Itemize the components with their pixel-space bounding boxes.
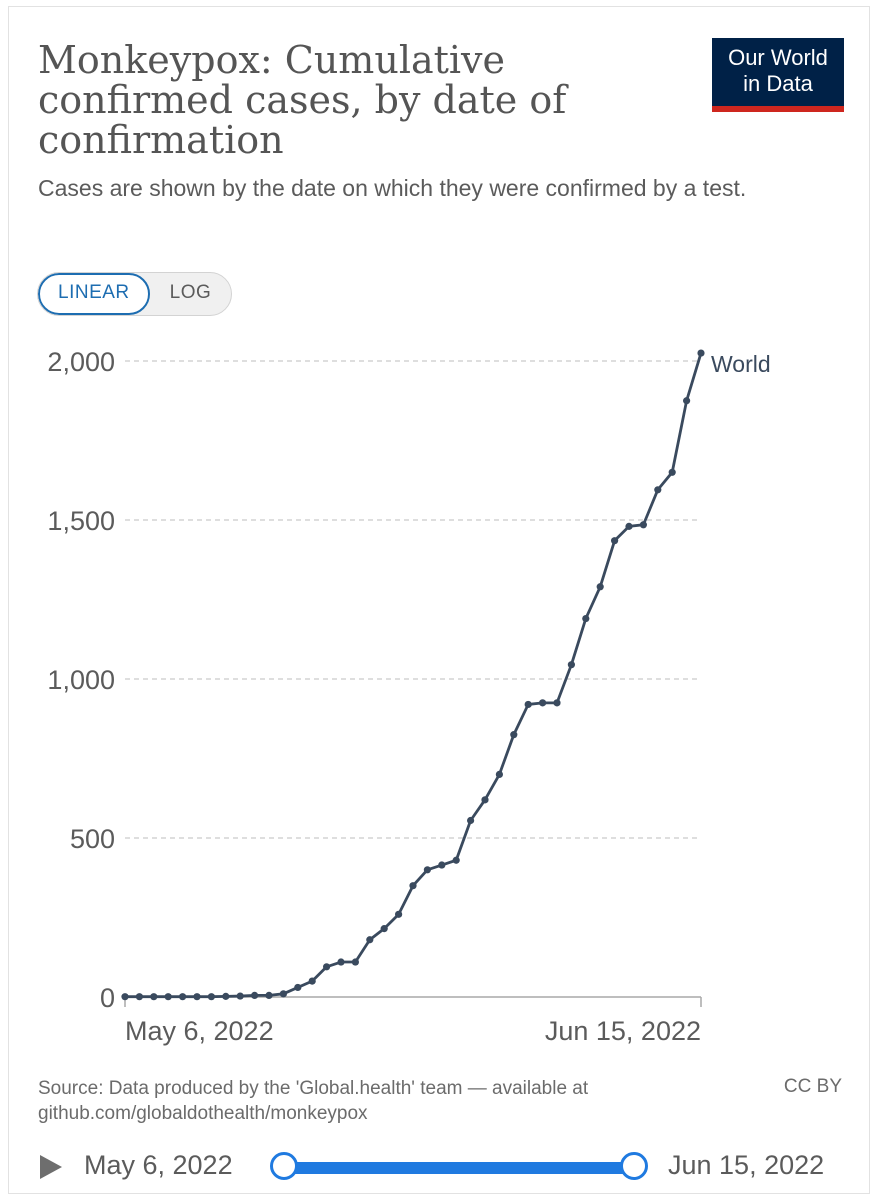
data-point [395, 910, 403, 918]
data-point [452, 856, 460, 864]
data-point [625, 522, 633, 530]
data-point [467, 816, 475, 825]
data-point [495, 770, 503, 778]
data-point [409, 882, 417, 890]
log-scale-button[interactable]: LOG [169, 282, 212, 303]
y-tick-label: 1,500 [47, 506, 115, 536]
x-tick-label: May 6, 2022 [125, 1016, 274, 1046]
data-point [524, 700, 532, 709]
data-point [438, 861, 446, 869]
x-tick-label: Jun 15, 2022 [545, 1016, 701, 1046]
data-point [179, 993, 187, 1001]
data-point [611, 537, 619, 545]
chart-subtitle: Cases are shown by the date on which the… [38, 175, 747, 201]
linear-scale-button[interactable]: LINEAR [38, 273, 150, 315]
data-point [639, 521, 648, 529]
timeline-start-label: May 6, 2022 [84, 1150, 233, 1180]
data-point [121, 993, 129, 1001]
data-point [308, 977, 316, 985]
data-point [207, 993, 215, 1001]
data-point [582, 614, 590, 623]
data-point [596, 583, 604, 591]
chart-frame [8, 6, 870, 1194]
data-point [567, 661, 576, 669]
data-point [222, 992, 230, 1000]
data-point [279, 990, 287, 998]
data-point [366, 936, 374, 944]
logo-line-2: in Data [743, 71, 813, 96]
data-point [553, 699, 561, 707]
data-point [423, 866, 431, 874]
play-icon[interactable] [40, 1155, 62, 1179]
timeline-end-label: Jun 15, 2022 [668, 1150, 825, 1180]
data-point [380, 925, 388, 933]
timeline-end-handle[interactable] [620, 1152, 648, 1180]
timeline-track[interactable] [284, 1162, 634, 1174]
data-point [668, 468, 676, 476]
timeline-start-handle[interactable] [270, 1152, 298, 1180]
line-chart: 0 500 1,000 1,500 2,000 May 6, 2022 Jun 15, 20… [47, 347, 771, 1046]
data-point [236, 992, 244, 1000]
data-point [683, 397, 691, 405]
owid-logo[interactable]: Our World in Data [712, 38, 844, 112]
license-link[interactable]: CC BY [783, 1076, 842, 1097]
y-tick-label: 500 [70, 824, 115, 854]
series-label-world: World [711, 351, 771, 377]
data-point [351, 958, 359, 966]
data-point [654, 486, 662, 494]
data-point [135, 993, 143, 1001]
y-tick-label: 2,000 [47, 347, 115, 377]
data-point [323, 963, 331, 971]
y-tick-label: 0 [100, 983, 115, 1013]
data-point [481, 796, 489, 804]
data-point [150, 993, 158, 1001]
data-point [697, 349, 705, 357]
data-point [164, 993, 172, 1001]
data-point [337, 958, 345, 966]
data-point [294, 983, 302, 992]
data-point [510, 731, 518, 739]
data-point [193, 993, 201, 1001]
logo-line-1: Our World [728, 45, 828, 70]
scale-toggle: LINEAR LOG [37, 272, 233, 316]
y-tick-label: 1,000 [47, 665, 115, 695]
series-line-world [123, 351, 703, 999]
source-note: Source: Data produced by the 'Global.hea… [38, 1078, 589, 1124]
data-point [539, 699, 547, 707]
chart-title: Monkeypox: Cumulative confirmed cases, b… [38, 38, 567, 162]
data-point [265, 991, 273, 1000]
data-point [251, 991, 259, 1000]
